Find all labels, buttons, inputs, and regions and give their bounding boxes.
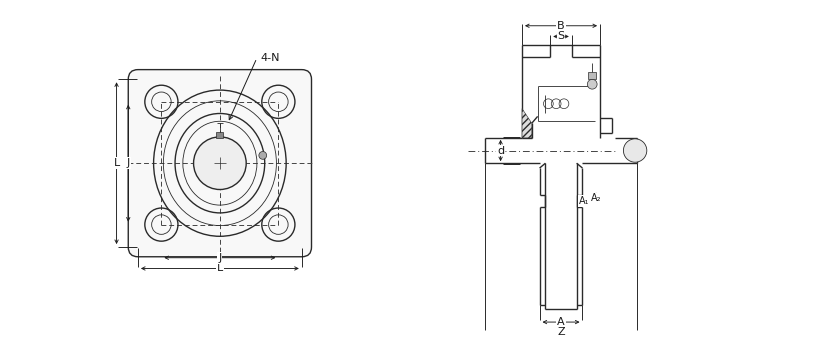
Circle shape	[588, 79, 597, 89]
Text: J: J	[218, 253, 221, 263]
Text: A₁: A₁	[579, 196, 590, 206]
Circle shape	[193, 137, 246, 190]
FancyBboxPatch shape	[128, 70, 312, 257]
Text: J: J	[126, 158, 130, 168]
Text: L: L	[217, 263, 223, 273]
Circle shape	[259, 151, 267, 159]
Text: A: A	[557, 317, 565, 327]
Text: d: d	[497, 146, 504, 155]
Polygon shape	[522, 108, 532, 138]
Text: Z: Z	[557, 327, 565, 337]
Text: 4-N: 4-N	[261, 53, 281, 63]
Circle shape	[623, 139, 647, 162]
Bar	[216, 132, 224, 138]
Text: L: L	[113, 158, 120, 168]
Text: S: S	[557, 31, 565, 42]
Text: A₂: A₂	[591, 193, 601, 203]
Text: B: B	[557, 21, 565, 31]
Bar	[588, 72, 596, 79]
